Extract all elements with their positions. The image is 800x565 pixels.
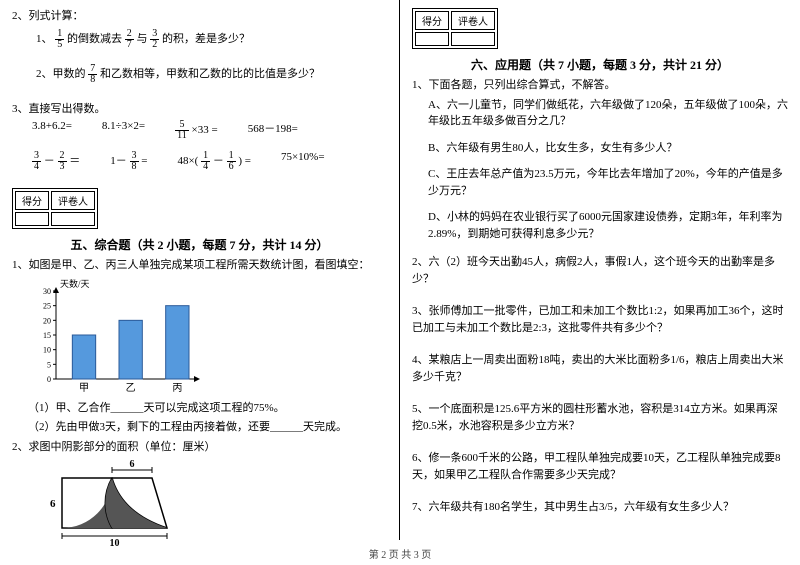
s5-q1-1: （1）甲、乙合作______天可以完成这项工程的75%。 xyxy=(12,400,387,417)
q2-1-end: 的积，差是多少？ xyxy=(162,33,250,45)
score-box-right: 得分 评卷人 xyxy=(412,8,498,49)
score-label: 得分 xyxy=(415,11,449,30)
svg-text:30: 30 xyxy=(43,287,51,296)
section-6-title: 六、应用题（共 7 小题，每题 3 分，共计 21 分） xyxy=(412,56,788,73)
svg-text:25: 25 xyxy=(43,301,51,310)
frac-1-5: 15 xyxy=(55,29,64,50)
r-q4: 4、某粮店上一周卖出面粉18吨，卖出的大米比面粉多1/6，粮店上周卖出大米多少千… xyxy=(412,352,788,385)
expr-2d: 75×10%= xyxy=(281,151,325,172)
s5-q1-2: （2）先由甲做3天，剩下的工程由丙接着做，还要______天完成。 xyxy=(12,419,387,436)
score-label: 得分 xyxy=(15,191,49,210)
q3-head: 3、直接写出得数。 xyxy=(12,101,387,118)
s5-q2: 2、求图中阴影部分的面积（单位：厘米） xyxy=(12,439,387,456)
r-q1b: B、六年级有男生80人，比女生多，女生有多少人？ xyxy=(412,140,788,157)
expr-1b: 8.1÷3×2= xyxy=(102,120,145,141)
right-column: 得分 评卷人 六、应用题（共 7 小题，每题 3 分，共计 21 分） 1、下面… xyxy=(400,0,800,540)
left-column: 2、列式计算： 1、 15 的倒数减去 27 与 32 的积，差是多少？ 2、甲… xyxy=(0,0,400,540)
svg-text:10: 10 xyxy=(43,345,51,354)
expr-2c: 48×( 14 － 16 ) = xyxy=(177,151,251,172)
r-q2: 2、六（2）班今天出勤45人，病假2人，事假1人，这个班今天的出勤率是多少？ xyxy=(412,254,788,287)
q2-1-mid: 的倒数减去 xyxy=(67,33,122,45)
svg-text:15: 15 xyxy=(43,331,51,340)
expr-2b: 1－ 38 = xyxy=(110,151,147,172)
expr-1d: 568－198= xyxy=(248,120,298,141)
math-row-1: 3.8+6.2= 8.1÷3×2= 511 ×33 = 568－198= xyxy=(32,120,387,141)
r-q5: 5、一个底面积是125.6平方米的圆柱形蓄水池，容积是314立方米。如果再深挖0… xyxy=(412,401,788,434)
expr-1a: 3.8+6.2= xyxy=(32,120,72,141)
geometry-svg: 6610 xyxy=(32,458,172,553)
frac-3-2: 32 xyxy=(150,29,159,50)
expr-2a: 34 － 23 ＝ xyxy=(32,151,80,172)
q2-1-pre: 1、 xyxy=(36,33,53,45)
q2-head: 2、列式计算： xyxy=(12,8,387,25)
svg-text:甲: 甲 xyxy=(79,383,89,394)
svg-text:乙: 乙 xyxy=(126,382,136,394)
page: 2、列式计算： 1、 15 的倒数减去 27 与 32 的积，差是多少？ 2、甲… xyxy=(0,0,800,540)
r-q1d: D、小林的妈妈在农业银行买了6000元国家建设债券，定期3年，年利率为2.89%… xyxy=(412,209,788,242)
r-q1: 1、下面各题，只列出综合算式，不解答。 xyxy=(412,77,788,94)
q2-1-mid2: 与 xyxy=(137,33,148,45)
svg-text:天数/天: 天数/天 xyxy=(60,278,90,289)
svg-text:20: 20 xyxy=(43,316,51,325)
r-q7: 7、六年级共有180名学生，其中男生占3/5，六年级有女生多少人？ xyxy=(412,499,788,516)
q2-1: 1、 15 的倒数减去 27 与 32 的积，差是多少？ xyxy=(12,29,387,50)
q2-2: 2、甲数的 78 和乙数相等，甲数和乙数的比的比值是多少？ xyxy=(12,64,387,85)
section-5-title: 五、综合题（共 2 小题，每题 7 分，共计 14 分） xyxy=(12,236,387,253)
bar-chart: 30 25 20 15 10 5 0 天数/天甲 乙 丙 xyxy=(32,277,202,397)
q2-2-end: 和乙数相等，甲数和乙数的比的比值是多少？ xyxy=(100,68,320,80)
grader-label: 评卷人 xyxy=(451,11,495,30)
r-q6: 6、修一条600千米的公路，甲工程队单独完成要10天，乙工程队单独完成要8天，如… xyxy=(412,450,788,483)
svg-text:0: 0 xyxy=(47,375,51,384)
expr-1c: 511 ×33 = xyxy=(175,120,218,141)
r-q3: 3、张师傅加工一批零件，已加工和未加工个数比1:2，如果再加工36个，这时已加工… xyxy=(412,303,788,336)
svg-text:丙: 丙 xyxy=(172,383,182,394)
math-row-2: 34 － 23 ＝ 1－ 38 = 48×( 14 － 16 ) = 75×10… xyxy=(32,151,387,172)
geometry-figure: 6610 xyxy=(32,458,387,553)
frac-7-8: 78 xyxy=(88,64,97,85)
frac-2-7: 27 xyxy=(125,29,134,50)
grader-label: 评卷人 xyxy=(51,191,95,210)
q2-2-pre: 2、甲数的 xyxy=(36,68,86,80)
svg-text:6: 6 xyxy=(130,459,135,470)
r-q1c: C、王庄去年总产值为23.5万元，今年比去年增加了20%，今年的产值是多少万元？ xyxy=(412,166,788,199)
svg-text:5: 5 xyxy=(47,360,51,369)
page-footer: 第 2 页 共 3 页 xyxy=(0,546,800,561)
r-q1a: A、六一儿童节，同学们做纸花，六年级做了120朵，五年级做了100朵，六年级比五… xyxy=(412,97,788,130)
score-box-left: 得分 评卷人 xyxy=(12,188,98,229)
s5-q1: 1、如图是甲、乙、丙三人单独完成某项工程所需天数统计图，看图填空： xyxy=(12,257,387,274)
svg-text:6: 6 xyxy=(50,498,56,510)
